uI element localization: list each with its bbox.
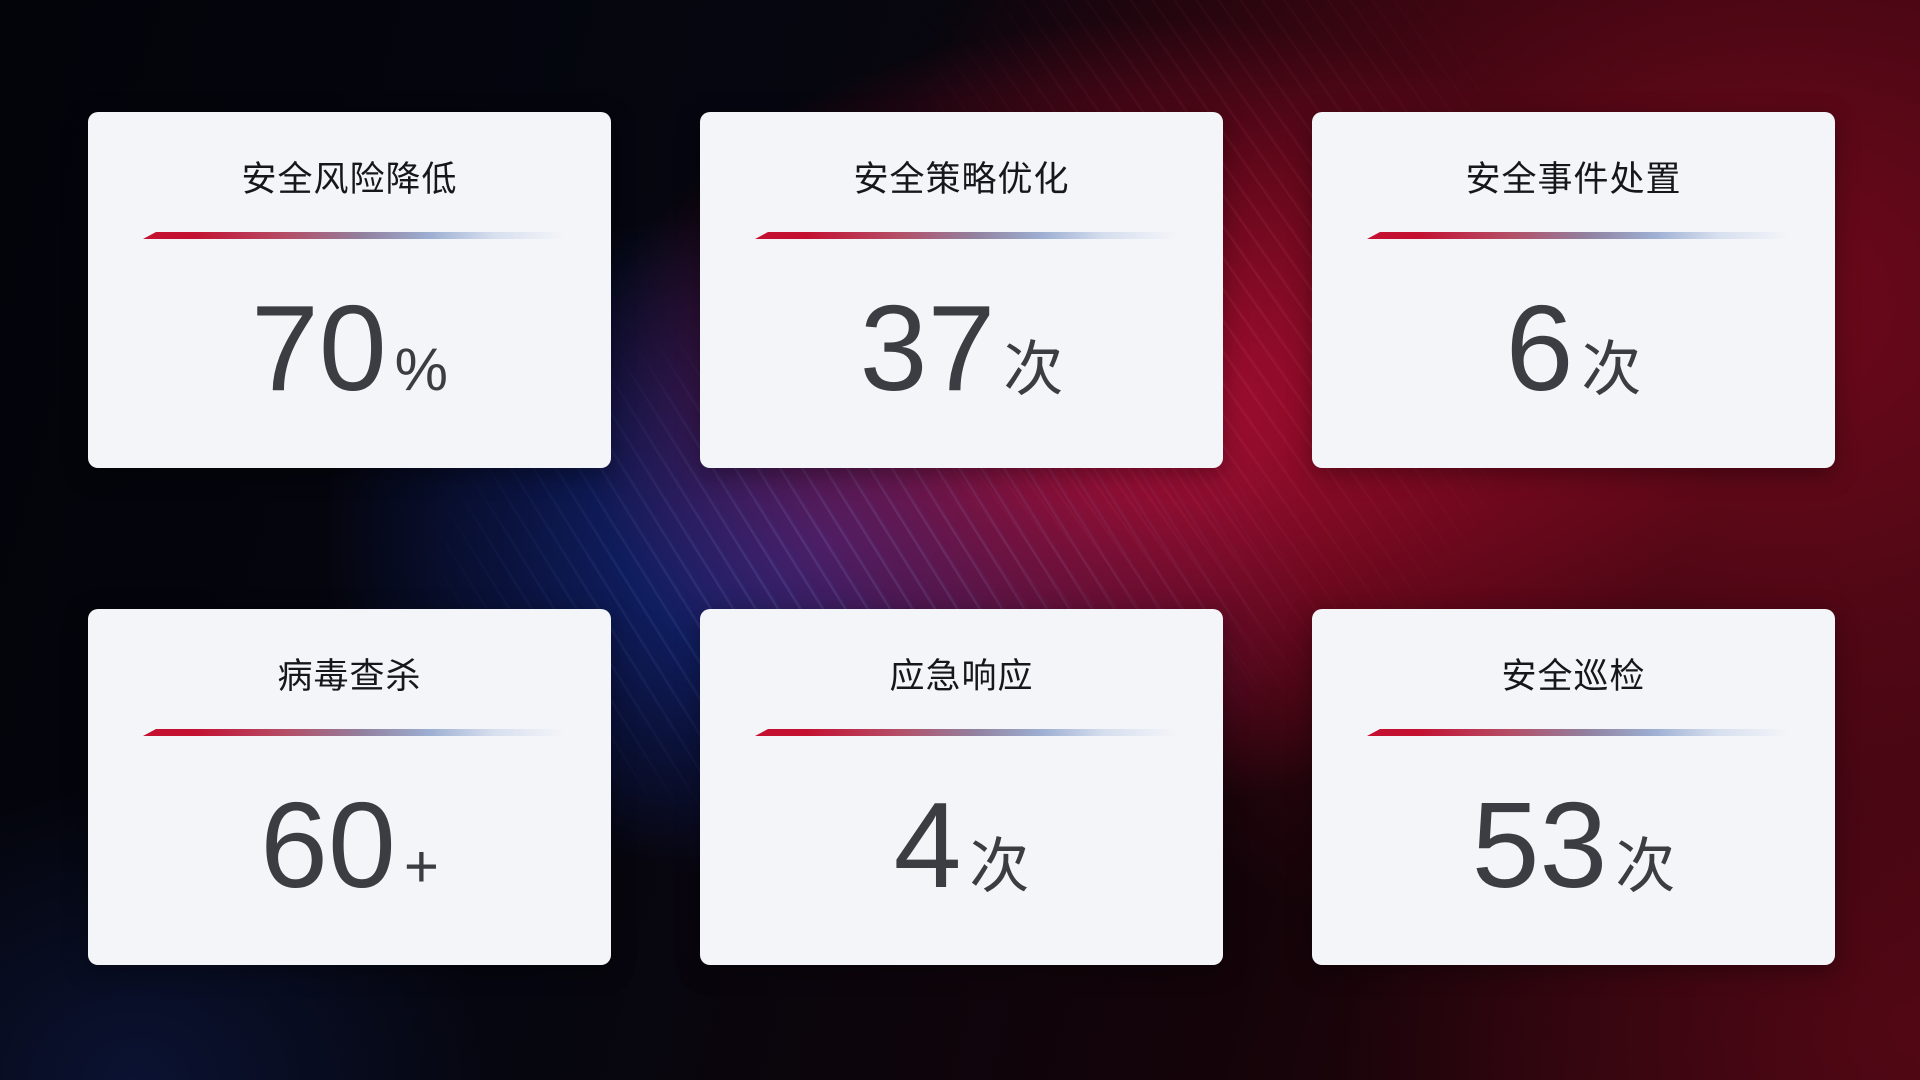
stat-value: 70 <box>250 279 387 416</box>
stat-value-area: 70 % <box>88 239 611 468</box>
gradient-divider <box>1367 729 1789 736</box>
stat-card-title: 应急响应 <box>889 657 1034 696</box>
stat-card-title: 安全策略优化 <box>853 160 1070 199</box>
stat-unit: 次 <box>1003 335 1064 403</box>
stat-unit: % <box>394 335 449 403</box>
gradient-divider <box>143 232 565 239</box>
stat-card-title: 安全事件处置 <box>1465 160 1682 199</box>
stat-card-grid: 安全风险降低 70 % 安全策略优化 37 次 安全事件处置 6 次 <box>88 112 1835 965</box>
stat-card: 安全风险降低 70 % <box>88 112 611 468</box>
stat-value: 53 <box>1471 776 1608 913</box>
stat-value: 60 <box>260 776 396 913</box>
gradient-divider <box>143 729 565 736</box>
stat-value-area: 53 次 <box>1312 736 1835 965</box>
stat-value: 6 <box>1505 279 1574 416</box>
stat-card: 安全巡检 53 次 <box>1312 609 1835 965</box>
stat-card-title: 安全风险降低 <box>241 160 458 199</box>
stat-card-title: 病毒查杀 <box>277 657 422 696</box>
stat-value-area: 60 + <box>88 736 611 965</box>
stat-value: 4 <box>893 776 962 913</box>
gradient-divider <box>1367 232 1789 239</box>
stat-card: 安全策略优化 37 次 <box>700 112 1223 468</box>
stat-unit: 次 <box>1581 335 1642 403</box>
stat-unit: 次 <box>1615 832 1676 900</box>
stat-card: 安全事件处置 6 次 <box>1312 112 1835 468</box>
stat-card-title: 安全巡检 <box>1501 657 1646 696</box>
stat-unit: 次 <box>969 832 1030 900</box>
stat-value-area: 4 次 <box>700 736 1223 965</box>
stat-unit: + <box>403 832 439 900</box>
gradient-divider <box>755 232 1177 239</box>
stat-value-area: 37 次 <box>700 239 1223 468</box>
stat-value: 37 <box>859 279 996 416</box>
stat-card: 病毒查杀 60 + <box>88 609 611 965</box>
stat-value-area: 6 次 <box>1312 239 1835 468</box>
stat-card: 应急响应 4 次 <box>700 609 1223 965</box>
gradient-divider <box>755 729 1177 736</box>
